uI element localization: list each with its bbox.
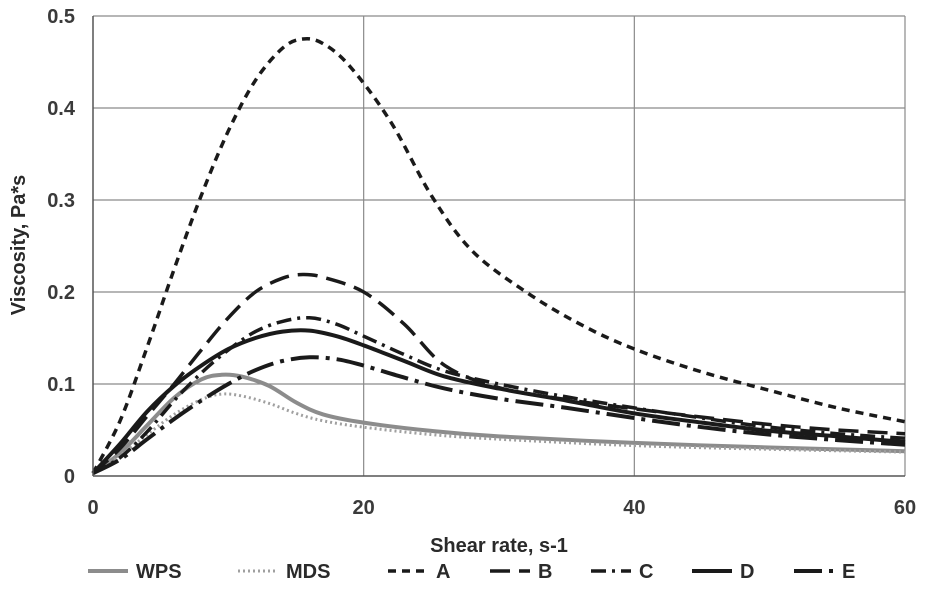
legend-item-a: A — [388, 561, 450, 583]
y-tick-label: 0.1 — [47, 374, 75, 396]
legend-label: A — [436, 561, 450, 583]
series-line-wps — [91, 372, 906, 475]
x-tick-label: 40 — [623, 497, 645, 519]
legend-label: C — [639, 561, 653, 583]
grid-lines — [93, 15, 906, 476]
series-line-a — [91, 36, 906, 475]
legend-label: D — [740, 561, 754, 583]
x-tick-label: 60 — [894, 497, 916, 519]
legend-item-e: E — [794, 561, 855, 583]
x-tick-label: 20 — [353, 497, 375, 519]
axes — [92, 16, 905, 477]
series-line-e — [92, 355, 906, 475]
legend-label: MDS — [286, 561, 330, 583]
legend-label: B — [538, 561, 552, 583]
legend-item-b: B — [490, 561, 552, 583]
y-axis-label: Viscosity, Pa*s — [8, 175, 30, 315]
y-tick-label: 0.2 — [47, 282, 75, 304]
series-line-mds — [92, 392, 906, 475]
legend-item-c: C — [591, 561, 653, 583]
series-line-b — [91, 272, 906, 475]
y-tick-label: 0.4 — [47, 98, 76, 120]
legend-item-d: D — [692, 561, 754, 583]
series-lines — [91, 36, 906, 475]
tick-labels: 0 0.1 0.2 0.3 0.4 0.5 0 20 40 60 — [47, 6, 916, 519]
x-tick-label: 0 — [87, 497, 98, 519]
legend: WPS MDS A B C D E — [88, 561, 855, 583]
legend-label: E — [842, 561, 855, 583]
series-line-d — [91, 328, 906, 475]
legend-item-mds: MDS — [238, 561, 330, 583]
x-axis-label: Shear rate, s-1 — [430, 535, 568, 557]
legend-item-wps: WPS — [88, 561, 182, 583]
legend-label: WPS — [136, 561, 182, 583]
y-tick-label: 0.5 — [47, 6, 75, 28]
y-tick-label: 0.3 — [47, 190, 75, 212]
y-tick-label: 0 — [64, 466, 75, 488]
